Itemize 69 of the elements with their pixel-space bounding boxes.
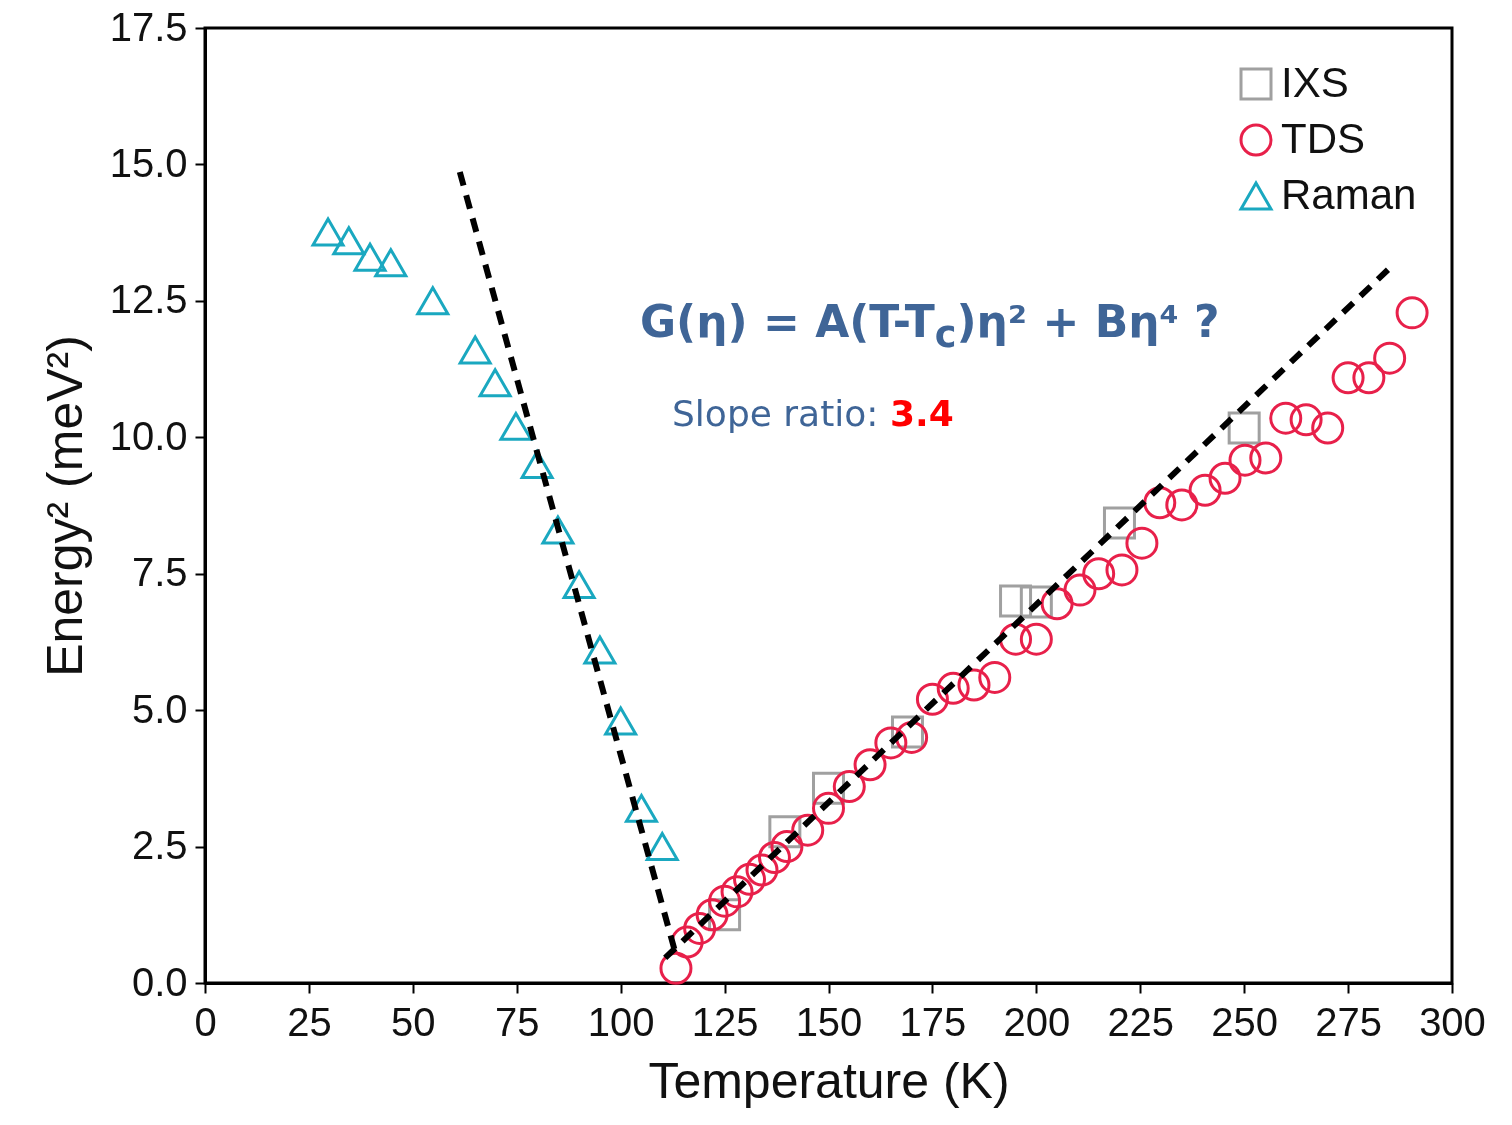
point (1208, 461, 1242, 495)
point (720, 875, 754, 909)
point (659, 951, 693, 985)
y-tick-label: 2.5 (131, 823, 188, 868)
x-tick-label: 25 (287, 999, 332, 1044)
point (1269, 401, 1303, 435)
x-tick-label: 175 (899, 999, 967, 1044)
y-tick-label: 10.0 (109, 413, 188, 458)
x-tick-label: 300 (1419, 999, 1486, 1044)
point (936, 671, 970, 705)
point (745, 853, 779, 887)
x-tick-label: 50 (391, 999, 436, 1044)
point (915, 682, 949, 716)
x-tick-label: 125 (691, 999, 759, 1044)
point (1082, 557, 1116, 591)
point (353, 242, 387, 272)
x-tick-label: 200 (1003, 999, 1071, 1044)
legend-label: TDS (1281, 115, 1365, 162)
point (1352, 361, 1386, 395)
point (1227, 411, 1261, 445)
x-tick-label: 75 (495, 999, 540, 1044)
annotation: G(η) = A(T-T$_{c}$)η² + Bη⁴ ? (640, 296, 1220, 356)
y-tick-label: 12.5 (109, 277, 188, 322)
point (812, 791, 845, 825)
point (1395, 296, 1429, 330)
point (978, 660, 1012, 694)
point (478, 368, 512, 398)
point (999, 584, 1033, 618)
point (562, 570, 596, 600)
point (1165, 488, 1199, 522)
x-tick-label: 275 (1315, 999, 1382, 1044)
legend-label: IXS (1281, 59, 1349, 106)
y-tick-label: 17.5 (109, 4, 188, 49)
x-tick-label: 0 (194, 999, 217, 1044)
point (1373, 341, 1407, 375)
y-tick-label: 0.0 (131, 959, 188, 1004)
point (332, 226, 366, 256)
point (1249, 441, 1283, 475)
point (1188, 473, 1222, 507)
point (1125, 526, 1159, 560)
y-tick-label: 15.0 (109, 140, 188, 185)
point (1063, 573, 1097, 607)
point (311, 217, 345, 247)
x-tick-label: 100 (587, 999, 655, 1044)
annotation: Slope ratio: 3.4 (672, 393, 954, 434)
x-tick-label: 150 (795, 999, 863, 1044)
point (416, 286, 450, 316)
point (604, 706, 638, 736)
point (1228, 443, 1262, 477)
x-tick-label: 250 (1211, 999, 1279, 1044)
point (458, 335, 492, 365)
point (708, 884, 742, 918)
point (874, 726, 908, 760)
point (832, 770, 866, 804)
y-tick-label: 5.0 (131, 686, 188, 731)
point (1331, 361, 1365, 395)
point (1019, 622, 1053, 656)
x-axis-title: Temperature (K) (648, 1052, 1010, 1109)
x-tick-label: 225 (1107, 999, 1175, 1044)
legend-label: Raman (1281, 171, 1417, 218)
point (499, 411, 533, 441)
y-axis-title: Energy² (meV²) (36, 335, 93, 677)
point (374, 248, 408, 278)
point (1311, 411, 1345, 445)
point (1289, 403, 1323, 437)
y-tick-label: 7.5 (131, 550, 188, 595)
point (645, 832, 679, 862)
point (757, 841, 791, 874)
point (1105, 553, 1139, 587)
